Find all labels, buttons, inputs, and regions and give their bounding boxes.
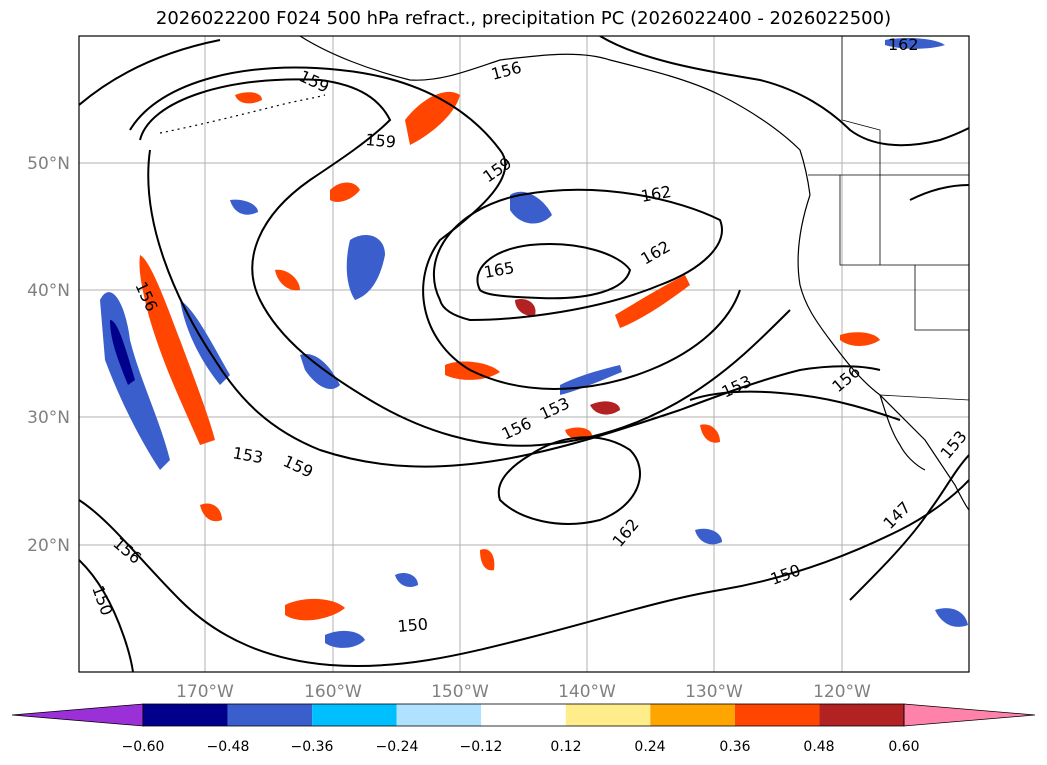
colorbar-segment <box>227 704 313 726</box>
colorbar-tick-label: −0.36 <box>291 739 334 755</box>
map-title: 2026022200 F024 500 hPa refract., precip… <box>155 8 892 29</box>
plot-area <box>79 36 969 672</box>
lon-label: 150°W <box>431 682 489 702</box>
colorbar-tick-label: −0.24 <box>376 739 419 755</box>
colorbar-segment <box>565 704 651 726</box>
contour-156 <box>139 78 791 447</box>
contour-159-outer <box>129 66 741 390</box>
precip-negative-south <box>325 630 365 648</box>
us-mexico-border <box>879 394 969 401</box>
lon-label: 130°W <box>685 682 743 702</box>
lat-label: 30°N <box>27 408 70 428</box>
lon-label: 160°W <box>304 682 362 702</box>
lon-label: 170°W <box>176 682 234 702</box>
contour-147 <box>849 454 969 601</box>
contour-label: 162 <box>888 35 919 54</box>
contour-south-center <box>497 436 641 525</box>
gridlines <box>79 36 969 672</box>
coastlines <box>159 36 969 511</box>
precip-positive-small-2 <box>275 269 300 291</box>
colorbar-tick-label: −0.60 <box>122 739 165 755</box>
precip-positive-small-3 <box>515 299 536 316</box>
us-state-line-1 <box>841 36 881 175</box>
contour-150-south <box>79 479 969 667</box>
precip-negative-small-14 <box>695 528 722 545</box>
colorbar-tick-label: 0.48 <box>803 739 834 755</box>
colorbar-segment <box>819 704 904 726</box>
lat-label: 40°N <box>27 281 70 301</box>
precip-positive-small-12 <box>200 503 222 522</box>
lon-label: 140°W <box>558 682 616 702</box>
precip-negative-small-8 <box>230 199 258 215</box>
colorbar <box>11 703 1036 727</box>
colorbar-frame <box>142 703 905 727</box>
plot-frame <box>78 35 970 673</box>
precip-positive-small-15 <box>700 424 720 443</box>
contour-label: 159 <box>365 130 397 152</box>
colorbar-tick-label: 0.36 <box>719 739 750 755</box>
colorbar-tick-label: 0.60 <box>888 739 919 755</box>
colorbar-segment <box>312 704 397 726</box>
north-america-west-coast <box>797 194 969 511</box>
precip-positive-small-5 <box>840 332 880 346</box>
colorbar-segment <box>650 704 735 726</box>
contour-162-inner <box>432 188 723 322</box>
precip-negative-small-10 <box>935 608 968 627</box>
colorbar-tick-label: −0.48 <box>207 739 250 755</box>
contour-mid-east <box>689 390 901 421</box>
colorbar-tick-label: 0.24 <box>634 739 665 755</box>
contour-165 <box>476 243 632 300</box>
precip-positive-small-1 <box>330 182 360 202</box>
contour-far-east <box>909 184 969 201</box>
us-state-line-3 <box>914 265 969 331</box>
precip-positive-east <box>615 275 690 328</box>
precip-negative-small-9 <box>885 37 945 49</box>
precip-negative-west-core <box>110 320 135 385</box>
colorbar-segment <box>734 704 820 726</box>
precip-positive-north <box>405 91 460 145</box>
contour-153 <box>147 149 881 468</box>
precip-positive-small-4 <box>590 401 620 415</box>
colorbar-tick-label: 0.12 <box>550 739 581 755</box>
contour-southwest <box>79 559 134 672</box>
baja-peninsula <box>879 394 926 471</box>
precip-negative-small-13 <box>395 573 418 587</box>
us-state-line-2 <box>839 175 969 266</box>
contour-label: 150 <box>397 614 429 636</box>
precip-positive-west <box>139 255 215 445</box>
lat-label: 20°N <box>27 536 70 556</box>
height-contours <box>79 36 969 672</box>
political-borders <box>808 36 969 401</box>
aleutian-islands <box>159 94 326 134</box>
colorbar-extend-high <box>903 703 1036 727</box>
colorbar-segment <box>396 704 482 726</box>
colorbar-segment <box>481 704 566 726</box>
precip-positive-small-11 <box>480 549 495 571</box>
lat-label: 50°N <box>27 154 70 174</box>
lon-label: 120°W <box>813 682 871 702</box>
colorbar-extend-low <box>11 703 144 727</box>
precip-positive-south <box>285 598 345 621</box>
contour-north-east <box>599 36 969 147</box>
alaska-coast <box>299 36 811 196</box>
longitude-labels: 170°W 160°W 150°W 140°W 130°W 120°W <box>176 682 871 702</box>
colorbar-segment <box>143 704 228 726</box>
colorbar-tick-label: −0.12 <box>460 739 503 755</box>
precip-positive-small-16 <box>235 92 262 104</box>
precip-negative-center <box>346 235 385 300</box>
colorbar-tick-labels: −0.60 −0.48 −0.36 −0.24 −0.12 0.12 0.24 … <box>122 739 920 755</box>
precip-negative-small-7 <box>300 354 340 390</box>
latitude-labels: 50°N 40°N 30°N 20°N <box>27 154 70 556</box>
precip-negative-ne <box>510 191 552 224</box>
contour-northwest <box>79 39 221 106</box>
